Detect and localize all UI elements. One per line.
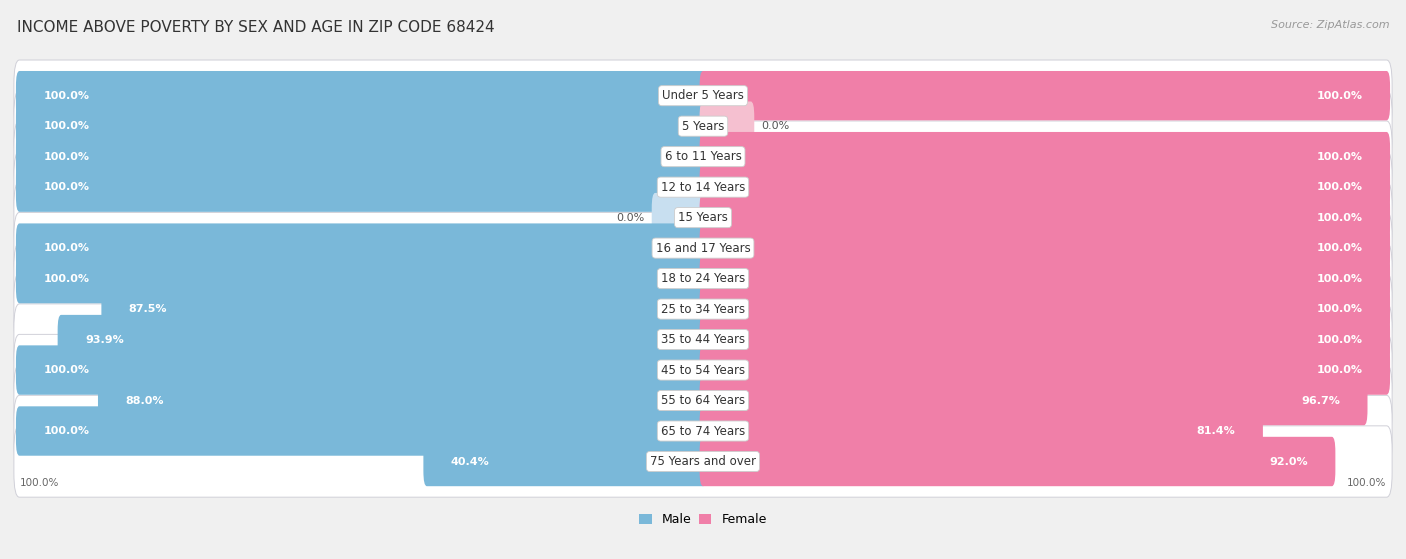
Text: 100.0%: 100.0% [44, 273, 90, 283]
FancyBboxPatch shape [14, 395, 1392, 467]
FancyBboxPatch shape [700, 315, 1391, 364]
FancyBboxPatch shape [700, 102, 754, 151]
Text: 100.0%: 100.0% [1347, 479, 1386, 489]
FancyBboxPatch shape [700, 254, 1391, 304]
Text: 100.0%: 100.0% [44, 121, 90, 131]
FancyBboxPatch shape [14, 151, 1392, 223]
Text: 35 to 44 Years: 35 to 44 Years [661, 333, 745, 346]
FancyBboxPatch shape [15, 71, 706, 120]
FancyBboxPatch shape [14, 304, 1392, 375]
Text: 100.0%: 100.0% [1316, 91, 1362, 101]
FancyBboxPatch shape [15, 224, 706, 273]
Text: 100.0%: 100.0% [20, 479, 59, 489]
FancyBboxPatch shape [700, 376, 1368, 425]
FancyBboxPatch shape [98, 376, 706, 425]
FancyBboxPatch shape [700, 285, 1391, 334]
FancyBboxPatch shape [14, 212, 1392, 284]
FancyBboxPatch shape [700, 193, 1391, 242]
Text: 15 Years: 15 Years [678, 211, 728, 224]
FancyBboxPatch shape [14, 91, 1392, 162]
FancyBboxPatch shape [700, 345, 1391, 395]
Legend: Male, Female: Male, Female [634, 508, 772, 531]
FancyBboxPatch shape [58, 315, 706, 364]
FancyBboxPatch shape [15, 163, 706, 212]
Text: 0.0%: 0.0% [617, 212, 645, 222]
FancyBboxPatch shape [700, 71, 1391, 120]
Text: 100.0%: 100.0% [44, 365, 90, 375]
FancyBboxPatch shape [15, 132, 706, 181]
Text: 88.0%: 88.0% [125, 396, 165, 405]
FancyBboxPatch shape [423, 437, 706, 486]
Text: 81.4%: 81.4% [1197, 426, 1236, 436]
FancyBboxPatch shape [15, 102, 706, 151]
FancyBboxPatch shape [14, 273, 1392, 345]
Text: 5 Years: 5 Years [682, 120, 724, 132]
FancyBboxPatch shape [700, 132, 1391, 181]
Text: 100.0%: 100.0% [1316, 335, 1362, 344]
FancyBboxPatch shape [700, 224, 1391, 273]
Text: 45 to 54 Years: 45 to 54 Years [661, 363, 745, 377]
Text: 92.0%: 92.0% [1270, 457, 1308, 467]
FancyBboxPatch shape [15, 254, 706, 304]
FancyBboxPatch shape [14, 334, 1392, 406]
Text: 55 to 64 Years: 55 to 64 Years [661, 394, 745, 407]
Text: 96.7%: 96.7% [1302, 396, 1340, 405]
FancyBboxPatch shape [14, 182, 1392, 253]
Text: 100.0%: 100.0% [1316, 182, 1362, 192]
Text: 100.0%: 100.0% [1316, 304, 1362, 314]
Text: 40.4%: 40.4% [451, 457, 489, 467]
Text: 75 Years and over: 75 Years and over [650, 455, 756, 468]
FancyBboxPatch shape [15, 345, 706, 395]
FancyBboxPatch shape [14, 365, 1392, 436]
Text: 100.0%: 100.0% [1316, 151, 1362, 162]
Text: Under 5 Years: Under 5 Years [662, 89, 744, 102]
FancyBboxPatch shape [14, 426, 1392, 497]
Text: 100.0%: 100.0% [1316, 243, 1362, 253]
Text: 100.0%: 100.0% [44, 151, 90, 162]
Text: 0.0%: 0.0% [761, 121, 789, 131]
FancyBboxPatch shape [101, 285, 706, 334]
Text: 65 to 74 Years: 65 to 74 Years [661, 424, 745, 438]
Text: 87.5%: 87.5% [129, 304, 167, 314]
FancyBboxPatch shape [14, 121, 1392, 192]
Text: 100.0%: 100.0% [44, 182, 90, 192]
Text: 100.0%: 100.0% [1316, 365, 1362, 375]
Text: 100.0%: 100.0% [1316, 212, 1362, 222]
Text: 100.0%: 100.0% [44, 243, 90, 253]
FancyBboxPatch shape [700, 163, 1391, 212]
FancyBboxPatch shape [652, 193, 706, 242]
FancyBboxPatch shape [700, 406, 1263, 456]
FancyBboxPatch shape [14, 243, 1392, 314]
FancyBboxPatch shape [14, 60, 1392, 131]
Text: INCOME ABOVE POVERTY BY SEX AND AGE IN ZIP CODE 68424: INCOME ABOVE POVERTY BY SEX AND AGE IN Z… [17, 20, 495, 35]
Text: Source: ZipAtlas.com: Source: ZipAtlas.com [1271, 20, 1389, 30]
Text: 25 to 34 Years: 25 to 34 Years [661, 302, 745, 316]
Text: 100.0%: 100.0% [1316, 273, 1362, 283]
Text: 100.0%: 100.0% [44, 426, 90, 436]
Text: 18 to 24 Years: 18 to 24 Years [661, 272, 745, 285]
Text: 12 to 14 Years: 12 to 14 Years [661, 181, 745, 193]
FancyBboxPatch shape [700, 437, 1336, 486]
Text: 100.0%: 100.0% [44, 91, 90, 101]
Text: 6 to 11 Years: 6 to 11 Years [665, 150, 741, 163]
FancyBboxPatch shape [15, 406, 706, 456]
Text: 16 and 17 Years: 16 and 17 Years [655, 241, 751, 254]
Text: 93.9%: 93.9% [84, 335, 124, 344]
